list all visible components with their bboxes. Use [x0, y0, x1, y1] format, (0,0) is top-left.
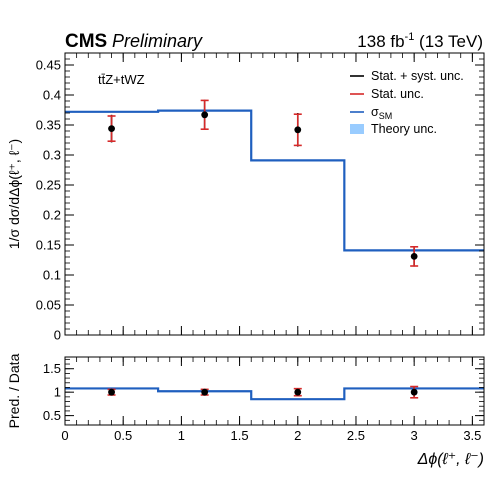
legend-label-total: Stat. + syst. unc.: [371, 69, 464, 83]
legend-label-sm-main: σ: [371, 105, 379, 119]
main-y-tick-label: 0.35: [36, 118, 61, 133]
x-axis-label-args: (ℓ⁺, ℓ⁻): [437, 451, 484, 468]
main-data-point: [410, 253, 418, 260]
x-axis-label: Δϕ(ℓ⁺, ℓ⁻): [417, 451, 484, 468]
ratio-y-axis-label: Pred. / Data: [6, 353, 22, 428]
main-y-tick-label: 0.05: [36, 298, 61, 313]
status-label: Preliminary: [112, 31, 203, 51]
legend-label-stat: Stat. unc.: [371, 87, 424, 101]
x-tick-label: 0.5: [114, 428, 132, 443]
legend: Stat. + syst. unc. Stat. unc. σSM Theory…: [350, 69, 464, 136]
legend-label-sm: σSM: [371, 105, 392, 121]
ratio-y-tick-label: 1: [54, 385, 61, 400]
legend-label-sm-sub: SM: [379, 111, 393, 121]
lumi-exponent: -1: [405, 31, 415, 43]
x-tick-label: 1: [178, 428, 185, 443]
ratio-data-point: [410, 388, 418, 396]
x-tick-label: 1.5: [231, 428, 249, 443]
ratio-y-tick-label: 1.5: [43, 361, 61, 376]
experiment-label: CMS: [65, 31, 107, 52]
x-axis-label-var: Δϕ: [417, 451, 438, 468]
x-tick-label: 3.5: [463, 428, 481, 443]
x-tick-label: 2: [294, 428, 301, 443]
main-data-point: [294, 126, 302, 134]
main-data-point: [201, 111, 209, 119]
legend-swatch-theory: [350, 124, 364, 134]
main-y-tick-label: 0: [54, 328, 61, 343]
main-y-tick-label: 0.1: [43, 268, 61, 283]
main-sm-step-line: [65, 109, 484, 252]
ratio-panel: 0.511.50 0.5 1 1.5 2 2.5 3 3.5 Pred. / Data Δϕ(…: [6, 353, 485, 468]
lumi-value: 138 fb: [357, 32, 404, 51]
main-y-tick-label: 0.45: [36, 58, 61, 73]
x-tick-label: 2.5: [347, 428, 365, 443]
ratio-y-tick-label: 0.5: [43, 408, 61, 423]
legend-label-theory: Theory unc.: [371, 122, 437, 136]
main-y-tick-label: 0.15: [36, 238, 61, 253]
process-label: tt̄Z+tWZ: [98, 72, 145, 87]
ratio-data-point: [201, 388, 209, 396]
x-tick-label: 3: [411, 428, 418, 443]
lumi-energy: (13 TeV): [414, 32, 483, 51]
main-y-tick-label: 0.25: [36, 178, 61, 193]
main-y-tick-label: 0.4: [43, 88, 61, 103]
main-y-tick-label: 0.3: [43, 148, 61, 163]
ratio-sm-step-line: [65, 387, 484, 401]
ratio-frame: [64, 356, 485, 426]
ratio-data-point: [294, 388, 302, 396]
main-y-tick-label: 0.2: [43, 208, 61, 223]
ratio-data-point: [108, 388, 115, 396]
main-data-point: [108, 125, 115, 132]
x-tick-label: 0: [61, 428, 68, 443]
main-panel: 0 0.05 0.1 0.15 0.2 0.25 0.3 0.35 0.4 0.45 tt̄Z+t…: [6, 52, 485, 343]
lumi-label: 138 fb-1 (13 TeV): [357, 31, 483, 51]
main-y-axis-label: 1/σ dσ/dΔϕ(ℓ⁺, ℓ⁻): [6, 139, 22, 249]
